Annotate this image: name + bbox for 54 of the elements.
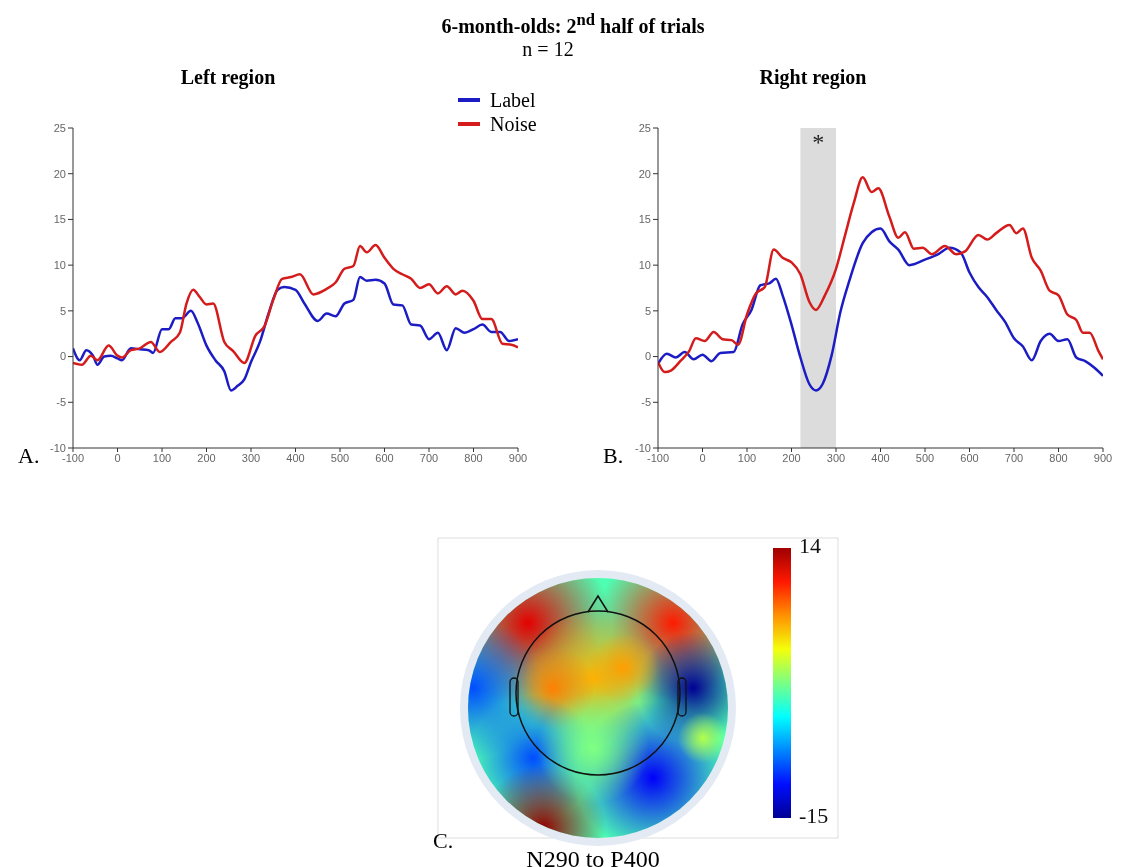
text: A. [18,443,40,469]
x-tick-label: -100 [61,451,85,464]
x-tick-label: 300 [241,451,261,464]
line-series [658,227,1103,392]
y-tick-label: 10 [53,259,66,272]
line-series [658,176,1103,374]
x-tick-label: 600 [375,451,394,464]
x-tick-label: 700 [1004,451,1024,464]
line-series [73,243,518,367]
y-tick-label: 25 [53,121,66,134]
x-tick-label: 300 [826,451,846,464]
y-tick-label: -10 [635,441,651,454]
y-tick-label: 20 [638,167,651,180]
legend-label: Label [490,88,536,112]
x-tick-label: 200 [782,451,801,464]
chart-title: Right region [758,66,868,89]
text: C. [433,828,454,854]
y-tick-label: 15 [638,213,651,226]
text: 6-month-olds: 2$^{nd}$ half of trials [440,10,706,38]
x-tick-label: 200 [197,451,216,464]
y-tick-label: 10 [638,259,651,272]
y-tick-label: 5 [644,304,651,317]
text: N290 to P400 [525,846,661,867]
x-tick-label: 0 [114,451,121,464]
text: Left region [179,66,277,89]
x-tick-label: 400 [871,451,890,464]
y-tick-label: -5 [641,396,651,409]
text: 14 [799,533,821,559]
x-tick-label: 600 [960,451,979,464]
x-tick-label: 500 [330,451,350,464]
x-tick-label: 400 [286,451,305,464]
y-tick-label: 20 [53,167,66,180]
y-tick-label: -5 [56,396,66,409]
band-label: * [812,129,825,156]
y-tick-label: 5 [59,304,66,317]
x-tick-label: 900 [508,451,528,464]
x-tick-label: 900 [1093,451,1113,464]
x-tick-label: -100 [646,451,670,464]
y-tick-label: 15 [53,213,66,226]
y-tick-label: -10 [50,441,66,454]
legend-label: Noise [490,112,537,136]
x-tick-label: 0 [699,451,706,464]
text: B. [603,443,624,469]
x-tick-label: 800 [464,451,483,464]
text: -15 [799,803,829,829]
x-tick-label: 500 [915,451,935,464]
y-tick-label: 0 [59,350,66,363]
y-tick-label: 25 [638,121,651,134]
y-tick-label: 0 [644,350,651,363]
x-tick-label: 800 [1049,451,1068,464]
x-tick-label: 700 [419,451,439,464]
x-tick-label: 100 [152,451,172,464]
x-tick-label: 100 [737,451,757,464]
chart-subtitle: n = 12 [521,38,575,61]
